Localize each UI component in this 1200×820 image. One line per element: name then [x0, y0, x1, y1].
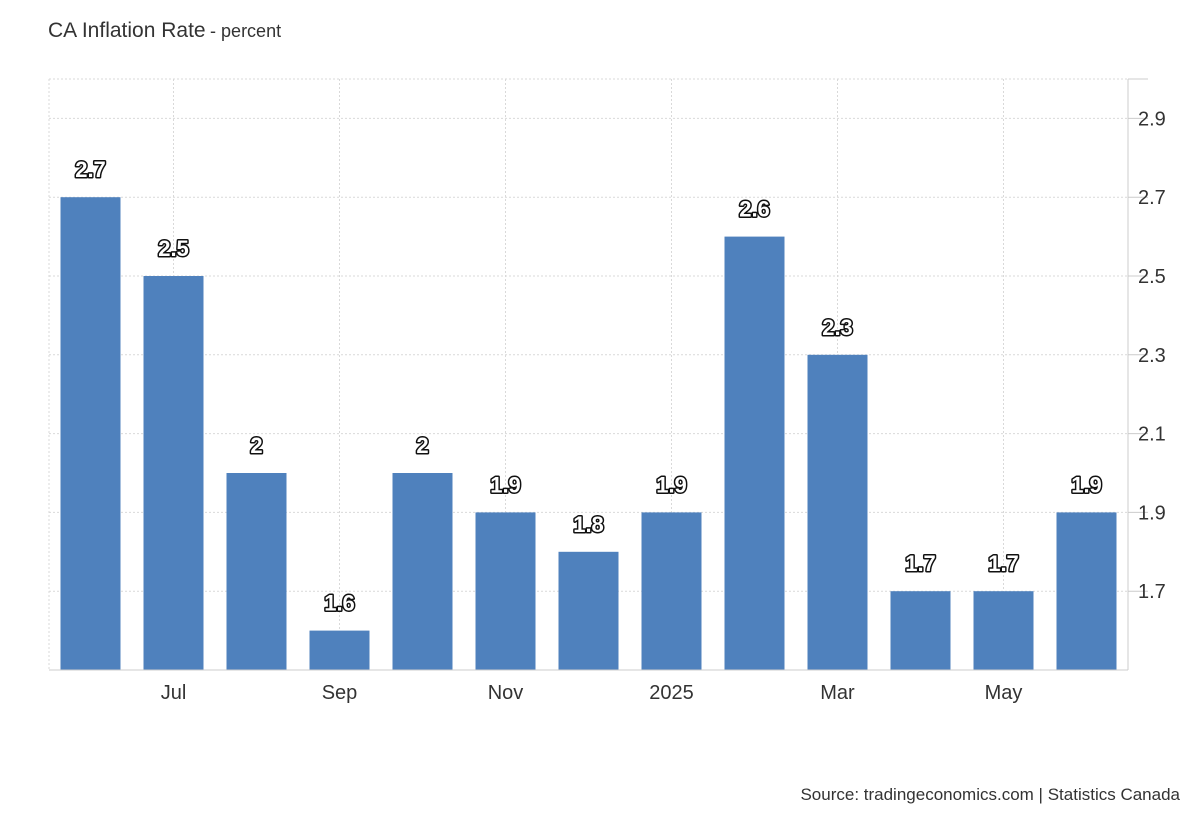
- data-label: 2.3: [822, 315, 853, 340]
- data-label: 1.8: [573, 512, 604, 537]
- y-tick-label: 1.7: [1138, 581, 1166, 603]
- x-tick-label: 2025: [649, 682, 694, 704]
- bar: [807, 354, 868, 670]
- data-label: 1.7: [905, 551, 936, 576]
- bar: [309, 630, 370, 670]
- bar: [226, 473, 287, 670]
- y-tick-label: 2.9: [1138, 108, 1166, 130]
- bar-chart: 2.7 2.5 2 1.6 2 1.9 1.8 1.9 2.6 2.3 1.7 1.7 1.9 Jul S…: [48, 78, 1166, 704]
- x-axis: Jul Sep Nov 2025 Mar May: [49, 669, 1128, 704]
- data-label: 1.9: [656, 472, 687, 497]
- data-label: 1.9: [490, 472, 521, 497]
- data-label: 2.6: [739, 197, 770, 222]
- bar: [724, 236, 785, 670]
- data-label: 2: [250, 433, 262, 458]
- data-labels: 2.7 2.5 2 1.6 2 1.9 1.8 1.9 2.6 2.3 1.7 1.7 1.9: [74, 156, 1104, 617]
- bars: [60, 197, 1117, 670]
- y-tick-label: 2.7: [1138, 187, 1166, 209]
- data-label: 2.7: [75, 157, 106, 182]
- data-label: 1.9: [1071, 472, 1102, 497]
- y-tick-label: 1.9: [1138, 502, 1166, 524]
- x-tick-label: Mar: [820, 682, 855, 704]
- bar: [641, 512, 702, 670]
- chart-title: CA Inflation Rate - percent: [48, 19, 281, 43]
- y-axis: 1.7 1.9 2.1 2.3 2.5 2.7 2.9: [1127, 78, 1166, 670]
- chart-subtitle: - percent: [210, 21, 282, 41]
- bar: [1056, 512, 1117, 670]
- y-tick-label: 2.1: [1138, 424, 1166, 446]
- bar: [392, 473, 453, 670]
- bar: [60, 197, 121, 670]
- y-tick-label: 2.5: [1138, 266, 1166, 288]
- x-tick-label: Sep: [322, 682, 358, 704]
- bar: [143, 276, 204, 670]
- y-tick-label: 2.3: [1138, 345, 1166, 367]
- x-tick-label: Nov: [488, 682, 524, 704]
- x-tick-label: May: [985, 682, 1023, 704]
- source-attribution: Source: tradingeconomics.com | Statistic…: [800, 785, 1180, 804]
- bar: [475, 512, 536, 670]
- data-label: 2: [416, 433, 428, 458]
- bar: [890, 591, 951, 670]
- bar: [558, 551, 619, 670]
- data-label: 2.5: [158, 236, 189, 261]
- chart-title-text: CA Inflation Rate: [48, 19, 206, 42]
- bar: [973, 591, 1034, 670]
- data-label: 1.7: [988, 551, 1019, 576]
- x-tick-label: Jul: [161, 682, 187, 704]
- data-label: 1.6: [324, 591, 355, 616]
